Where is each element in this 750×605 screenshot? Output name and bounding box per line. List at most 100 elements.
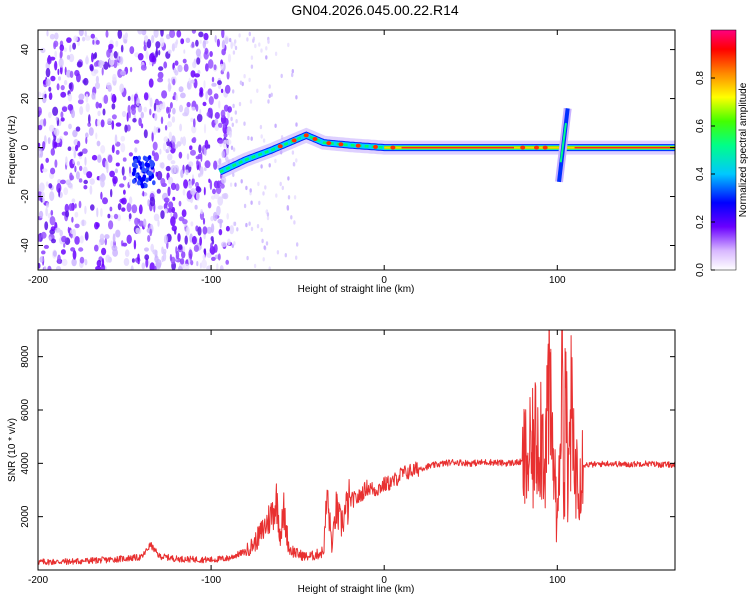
- spectrogram-noise-dot: [119, 56, 124, 65]
- spectrogram-noise-dot: [198, 31, 204, 38]
- spectrogram-noise-dot: [170, 182, 177, 191]
- spectrogram-noise-dot: [90, 204, 95, 211]
- spectrogram-noise-dot: [108, 43, 114, 50]
- spectrogram-noise-dot: [76, 61, 83, 68]
- spectrogram-noise-dot: [153, 213, 160, 222]
- spectrogram-noise-dot: [182, 58, 187, 64]
- spectrogram-noise-dot: [153, 102, 157, 112]
- spectrogram-noise-dot: [198, 173, 201, 178]
- spectrogram-noise-dot: [169, 30, 176, 38]
- spectrogram-noise-dot: [188, 249, 193, 259]
- spectrogram-noise-dot: [178, 86, 184, 93]
- spectrogram-noise-dot: [76, 161, 80, 166]
- spectrogram-noise-dot: [85, 102, 90, 113]
- spectrogram-noise-dot: [92, 53, 97, 60]
- spectrogram-noise-dot: [92, 39, 95, 45]
- spectrogram-faint-dot: [262, 257, 265, 262]
- spectrogram-noise-dot: [131, 94, 134, 102]
- spectrogram-noise-dot: [170, 165, 177, 175]
- spectrogram-noise-dot: [167, 78, 171, 83]
- spectrogram-noise-dot: [175, 94, 178, 102]
- spectrogram-noise-dot: [111, 120, 115, 130]
- spectrogram-noise-dot: [128, 196, 133, 205]
- spectrogram-noise-dot: [171, 135, 176, 145]
- spectrogram-noise-dot: [63, 131, 69, 136]
- spectrogram-noise-dot: [112, 73, 117, 82]
- spectrogram-noise-dot: [107, 213, 111, 219]
- spectrogram-noise-dot: [220, 88, 224, 94]
- spectrogram-noise-dot: [157, 128, 161, 133]
- spectrogram-noise-dot: [120, 70, 126, 76]
- colorbar-ticks: 0.0 0.2 0.4 0.6 0.8: [695, 71, 715, 277]
- spectrogram-noise-dot: [38, 124, 43, 131]
- spectrogram-noise-dot: [143, 44, 147, 52]
- spectrogram-noise-dot: [113, 213, 119, 220]
- spectrogram-noise-dot: [107, 84, 112, 92]
- spectrogram-noise-dot: [114, 168, 118, 174]
- spectrogram-noise-dot: [43, 118, 47, 127]
- spectrogram-faint-dot: [260, 134, 263, 139]
- spectrogram-noise-dot: [120, 44, 124, 53]
- spectrogram-noise-dot: [149, 262, 155, 270]
- colorbar-tick-label: 0.0: [695, 263, 706, 277]
- spectrogram-noise-dot: [221, 48, 226, 56]
- spectrogram-noise-dot: [205, 91, 208, 101]
- spectrogram-noise-dot: [209, 180, 213, 190]
- spectrogram-noise-dot: [188, 77, 191, 84]
- spectrogram-noise-dot: [190, 79, 195, 84]
- spectrogram-noise-dot: [48, 236, 52, 241]
- spectrogram-noise-dot: [50, 209, 54, 216]
- spectrogram-faint-dot: [262, 191, 265, 196]
- spectrogram-noise-dot: [88, 127, 94, 136]
- spectrogram-noise-dot: [68, 53, 75, 63]
- spectrogram-noise-dot: [217, 80, 222, 86]
- spectrogram-noise-dot: [193, 244, 199, 252]
- snr-frame: [37, 329, 676, 571]
- spectrogram-noise-dot: [81, 148, 88, 154]
- spectrogram-noise-dot: [190, 221, 194, 227]
- spectrogram-noise-dot: [182, 136, 187, 147]
- spectrogram-noise-dot: [137, 30, 144, 35]
- spectrogram-noise-dot: [69, 175, 75, 181]
- spectrogram-noise-dot: [151, 35, 155, 43]
- spectrogram-noise-dot: [95, 266, 102, 270]
- spectrogram-faint-dot: [259, 124, 263, 130]
- snr-y-tick-label: 2000: [20, 505, 31, 528]
- spectrogram-noise-dot: [180, 38, 185, 45]
- spectrogram-faint-dot: [250, 64, 254, 69]
- spectrogram-noise-dot: [100, 191, 103, 200]
- spectrogram-noise-dot: [195, 39, 199, 47]
- spectrogram-noise-dot: [83, 77, 89, 86]
- spectrogram-noise-dot: [93, 69, 99, 74]
- spectrogram-noise-dot: [167, 121, 173, 128]
- spectrogram-noise-dot: [186, 101, 191, 108]
- spectrogram-noise-dot: [154, 98, 159, 106]
- spectrogram-frame: [37, 29, 676, 271]
- spectrogram-noise-dot: [126, 112, 129, 122]
- spectrogram-noise-dot: [58, 76, 61, 81]
- spectrogram-noise-dot: [74, 223, 80, 229]
- spectrogram-burst-core: [559, 122, 567, 163]
- spectrogram-noise-dot: [145, 258, 149, 268]
- spectrogram-noise-dot: [85, 93, 89, 103]
- spectrogram-noise-dot: [161, 90, 168, 99]
- spectrogram-noise-dot: [96, 119, 101, 127]
- spectrogram-faint-dot: [295, 158, 298, 163]
- spectrogram-blob-dot: [152, 180, 156, 186]
- spectrogram-noise-dot: [77, 140, 81, 148]
- spectrogram-noise-dot: [103, 94, 109, 105]
- spectrogram-noise-dot: [154, 113, 158, 121]
- spectrogram-noise-dot: [137, 253, 140, 262]
- spectrogram-noise-dot: [72, 129, 78, 138]
- spectrogram-noise-dot: [167, 153, 173, 161]
- spectrogram-noise-dot: [156, 188, 161, 194]
- spectrogram-noise-dot: [111, 93, 117, 104]
- spectrogram-hot-spot: [303, 133, 309, 138]
- spectrogram-noise-dot: [71, 258, 77, 267]
- spectrogram-noise-dot: [213, 243, 218, 253]
- spectrogram-noise-dot: [69, 44, 72, 53]
- spectrogram-noise-dot: [100, 60, 105, 66]
- spectrogram-y-tick-label: -20: [20, 189, 31, 204]
- spectrogram-noise-dot: [104, 237, 108, 246]
- spectrogram-noise-dot: [203, 123, 207, 134]
